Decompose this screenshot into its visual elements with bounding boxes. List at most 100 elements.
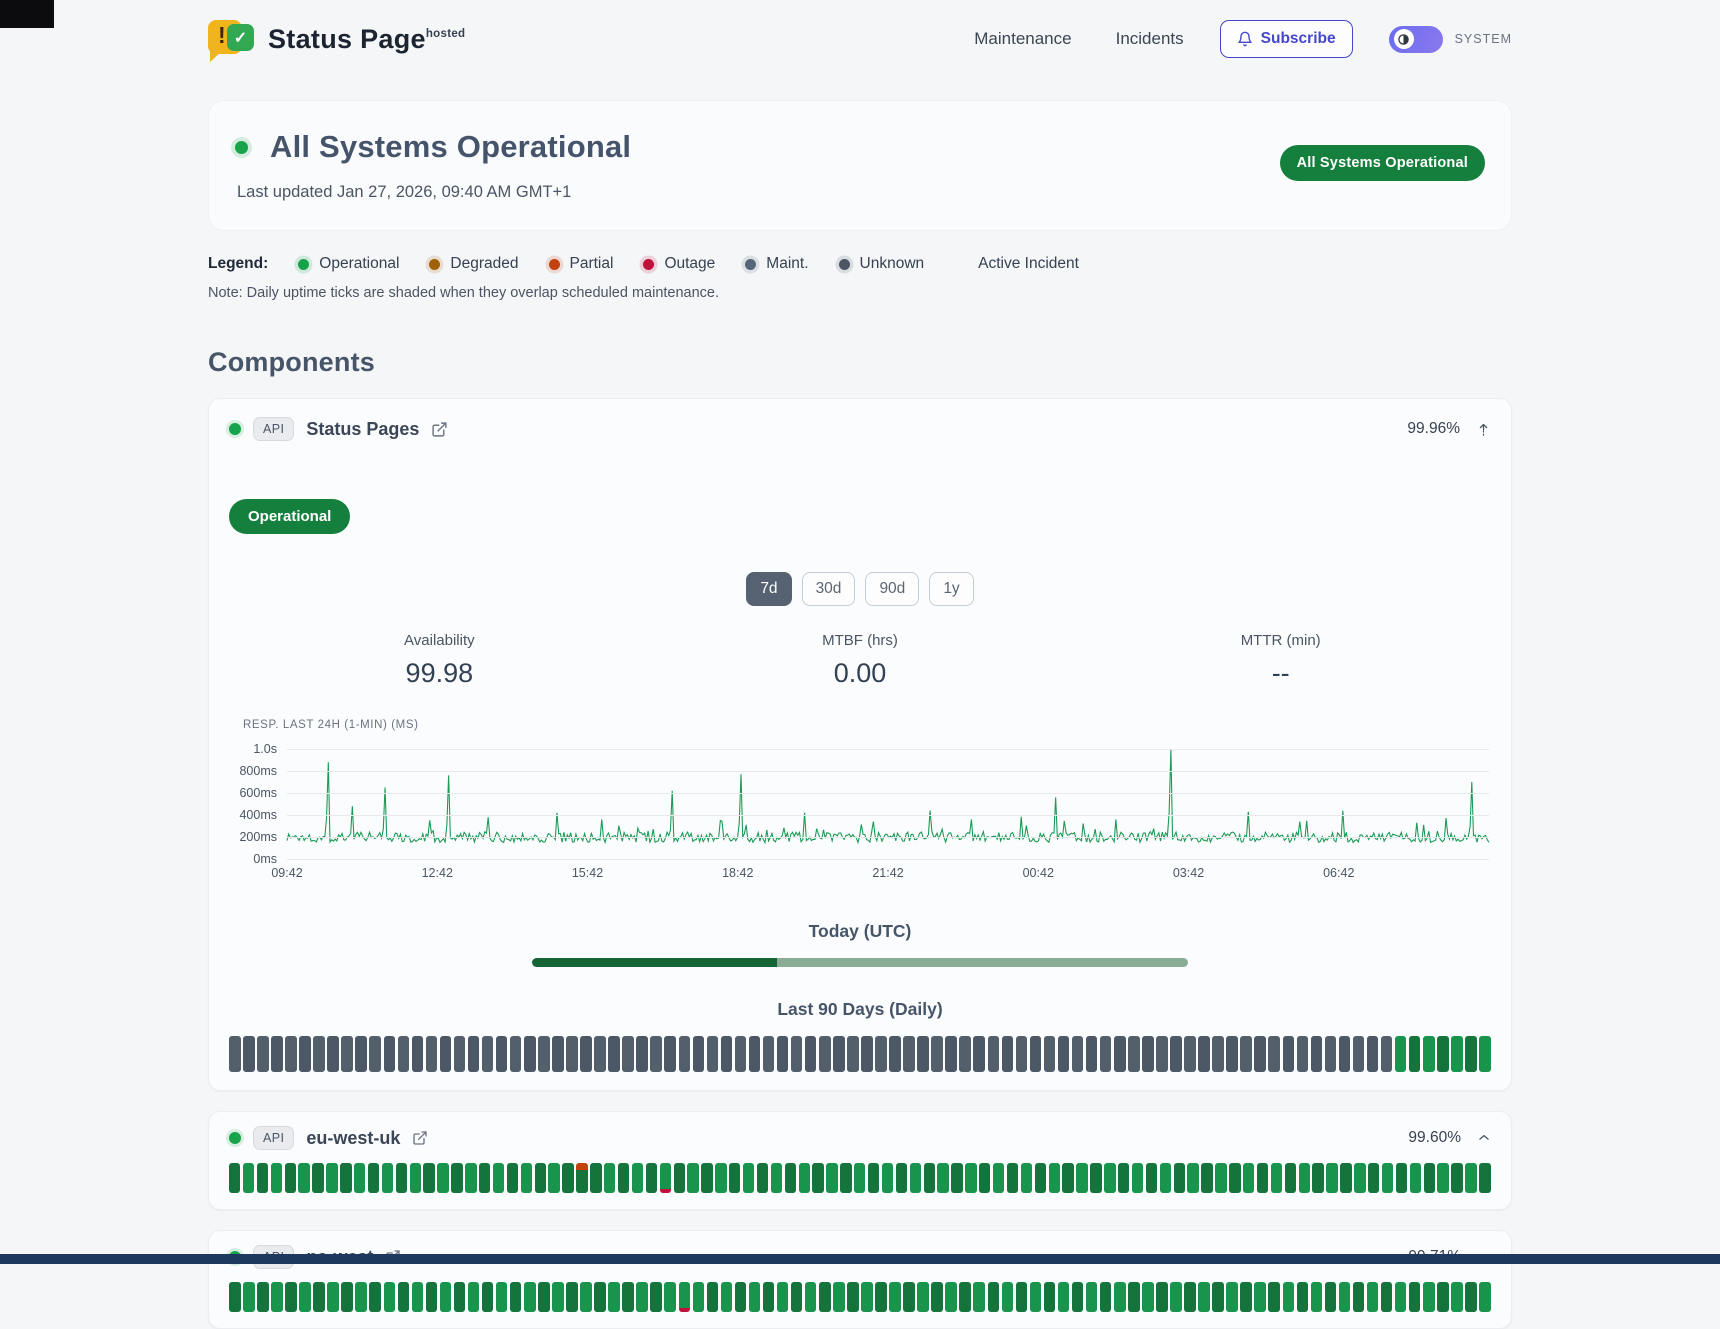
uptime-tick[interactable] <box>566 1036 578 1072</box>
uptime-tick[interactable] <box>1366 1282 1379 1312</box>
uptime-tick[interactable] <box>467 1036 480 1072</box>
uptime-tick[interactable] <box>931 1282 943 1312</box>
uptime-tick[interactable] <box>1479 1163 1491 1193</box>
uptime-tick[interactable] <box>369 1036 382 1072</box>
uptime-tick[interactable] <box>1451 1036 1463 1072</box>
uptime-tick[interactable] <box>826 1163 838 1193</box>
uptime-tick[interactable] <box>636 1036 648 1072</box>
uptime-tick[interactable] <box>1284 1163 1297 1193</box>
uptime-tick[interactable] <box>383 1282 396 1312</box>
uptime-tick[interactable] <box>650 1282 662 1312</box>
uptime-tick[interactable] <box>257 1036 269 1072</box>
uptime-tick[interactable] <box>1354 1163 1366 1193</box>
uptime-tick[interactable] <box>729 1163 741 1193</box>
uptime-tick[interactable] <box>299 1282 311 1312</box>
uptime-tick[interactable] <box>664 1036 676 1072</box>
uptime-tick[interactable] <box>284 1163 296 1193</box>
uptime-tick[interactable] <box>776 1036 789 1072</box>
uptime-tick[interactable] <box>395 1163 408 1193</box>
uptime-tick[interactable] <box>973 1036 986 1072</box>
uptime-tick[interactable] <box>1201 1163 1213 1193</box>
uptime-tick[interactable] <box>1326 1163 1338 1193</box>
uptime-tick[interactable] <box>1085 1036 1098 1072</box>
nav-link-maintenance[interactable]: Maintenance <box>974 29 1072 48</box>
uptime-tick[interactable] <box>812 1163 824 1193</box>
uptime-tick[interactable] <box>256 1163 269 1193</box>
uptime-tick[interactable] <box>987 1036 1000 1072</box>
uptime-tick[interactable] <box>650 1036 662 1072</box>
uptime-tick[interactable] <box>341 1036 353 1072</box>
uptime-tick[interactable] <box>1437 1036 1449 1072</box>
external-link-icon[interactable] <box>431 421 448 438</box>
uptime-tick[interactable] <box>397 1036 410 1072</box>
uptime-tick[interactable] <box>1451 1163 1463 1193</box>
uptime-tick[interactable] <box>687 1163 699 1193</box>
uptime-tick[interactable] <box>923 1163 935 1193</box>
uptime-tick[interactable] <box>664 1282 676 1312</box>
uptime-tick[interactable] <box>285 1282 297 1312</box>
uptime-tick[interactable] <box>479 1163 491 1193</box>
uptime-tick[interactable] <box>1006 1163 1019 1193</box>
uptime-tick[interactable] <box>1254 1282 1266 1312</box>
uptime-tick[interactable] <box>492 1163 505 1193</box>
uptime-tick[interactable] <box>1422 1036 1435 1072</box>
uptime-tick[interactable] <box>1029 1036 1042 1072</box>
uptime-tick[interactable] <box>1020 1163 1033 1193</box>
uptime-tick[interactable] <box>270 1163 283 1193</box>
uptime-tick[interactable] <box>881 1163 894 1193</box>
uptime-tick[interactable] <box>1243 1163 1255 1193</box>
uptime-tick[interactable] <box>1170 1036 1182 1072</box>
uptime-tick[interactable] <box>1212 1282 1224 1312</box>
uptime-tick[interactable] <box>229 1036 241 1072</box>
uptime-tick[interactable] <box>734 1282 747 1312</box>
uptime-tick[interactable] <box>552 1036 564 1072</box>
uptime-tick[interactable] <box>509 1036 522 1072</box>
chart-plot-area[interactable]: 09:42 12:42 15:42 18:42 21:42 00:42 03:42 06:42 <box>271 748 1490 880</box>
uptime-tick[interactable] <box>889 1282 901 1312</box>
uptime-tick[interactable] <box>425 1036 438 1072</box>
uptime-tick[interactable] <box>1338 1036 1351 1072</box>
uptime-tick[interactable] <box>1368 1163 1380 1193</box>
uptime-tick[interactable] <box>1057 1282 1070 1312</box>
uptime-tick[interactable] <box>917 1282 929 1312</box>
uptime-tick[interactable] <box>756 1163 769 1193</box>
uptime-tick[interactable] <box>701 1163 713 1193</box>
uptime-tick[interactable] <box>369 1282 382 1312</box>
uptime-tick[interactable] <box>861 1282 873 1312</box>
uptime-tick[interactable] <box>931 1036 943 1072</box>
uptime-tick[interactable] <box>1381 1163 1394 1193</box>
uptime-tick[interactable] <box>1142 1036 1154 1072</box>
uptime-tick[interactable] <box>734 1036 747 1072</box>
uptime-tick[interactable] <box>425 1282 438 1312</box>
uptime-tick[interactable] <box>965 1163 977 1193</box>
uptime-tick[interactable] <box>804 1282 817 1312</box>
uptime-tick[interactable] <box>381 1163 394 1193</box>
uptime-tick[interactable] <box>271 1282 283 1312</box>
uptime-tick[interactable] <box>1340 1163 1352 1193</box>
uptime-tick[interactable] <box>354 1163 366 1193</box>
uptime-tick[interactable] <box>1048 1163 1060 1193</box>
uptime-tick[interactable] <box>1159 1163 1172 1193</box>
uptime-tick[interactable] <box>720 1036 733 1072</box>
uptime-tick[interactable] <box>1128 1282 1140 1312</box>
uptime-tick[interactable] <box>678 1036 691 1072</box>
uptime-tick[interactable] <box>451 1163 463 1193</box>
uptime-tick[interactable] <box>748 1036 761 1072</box>
uptime-tick[interactable] <box>678 1282 691 1312</box>
brand[interactable]: ! ✓ Status Page hosted <box>208 18 465 62</box>
collapse-component-button[interactable] <box>1476 422 1491 437</box>
uptime-tick[interactable] <box>439 1036 452 1072</box>
uptime-tick[interactable] <box>1394 1282 1407 1312</box>
uptime-tick[interactable] <box>1298 1163 1310 1193</box>
uptime-tick[interactable] <box>341 1282 353 1312</box>
uptime-tick[interactable] <box>1076 1163 1088 1193</box>
uptime-tick[interactable] <box>1380 1036 1393 1072</box>
uptime-tick[interactable] <box>243 1282 255 1312</box>
uptime-tick[interactable] <box>742 1163 755 1193</box>
uptime-tick[interactable] <box>1118 1163 1130 1193</box>
uptime-tick[interactable] <box>1170 1282 1182 1312</box>
uptime-tick[interactable] <box>397 1282 410 1312</box>
external-link-icon[interactable] <box>412 1130 428 1146</box>
uptime-tick[interactable] <box>229 1163 241 1193</box>
uptime-tick[interactable] <box>1465 1282 1477 1312</box>
